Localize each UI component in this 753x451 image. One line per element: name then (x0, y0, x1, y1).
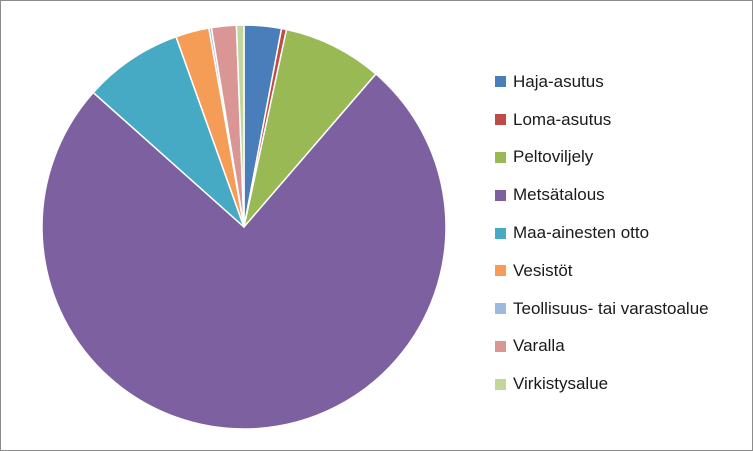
legend-swatch (495, 303, 506, 315)
legend-label: Peltoviljely (513, 147, 594, 167)
legend-label: Haja-asutus (513, 71, 604, 91)
legend-item: Loma-asutus (495, 101, 709, 139)
legend-item: Haja-asutus (495, 63, 709, 101)
legend-swatch (495, 227, 506, 239)
legend-swatch (495, 378, 506, 390)
legend-label: Varalla (513, 336, 565, 356)
legend-label: Metsätalous (513, 185, 605, 205)
legend-label: Vesistöt (513, 260, 573, 280)
legend-label: Maa-ainesten otto (513, 223, 650, 243)
pie-slice-maa-ainesten-otto (92, 36, 245, 228)
legend-item: Teollisuus- tai varastoalue (495, 290, 709, 328)
legend-item: Peltoviljely (495, 139, 709, 177)
legend-item: Metsätalous (495, 176, 709, 214)
pie-slice-metsatalous (41, 73, 447, 430)
legend-label: Virkistysalue (513, 374, 609, 394)
legend-swatch (495, 340, 506, 352)
legend-swatch (495, 114, 506, 126)
legend-swatch (495, 76, 506, 88)
legend: Haja-asutus Loma-asutus Peltoviljely Metsät… (495, 63, 709, 403)
legend-item: Virkistysalue (495, 365, 709, 403)
legend-label: Loma-asutus (513, 109, 612, 129)
pie-slice-virkistysalue (235, 24, 245, 228)
legend-item: Maa-ainesten otto (495, 214, 709, 252)
legend-swatch (495, 189, 506, 201)
legend-item: Vesistöt (495, 252, 709, 290)
legend-label: Teollisuus- tai varastoalue (513, 298, 709, 318)
legend-swatch (495, 151, 506, 163)
legend-swatch (495, 265, 506, 277)
pie-slice-peltoviljely (243, 28, 377, 228)
legend-item: Varalla (495, 328, 709, 366)
